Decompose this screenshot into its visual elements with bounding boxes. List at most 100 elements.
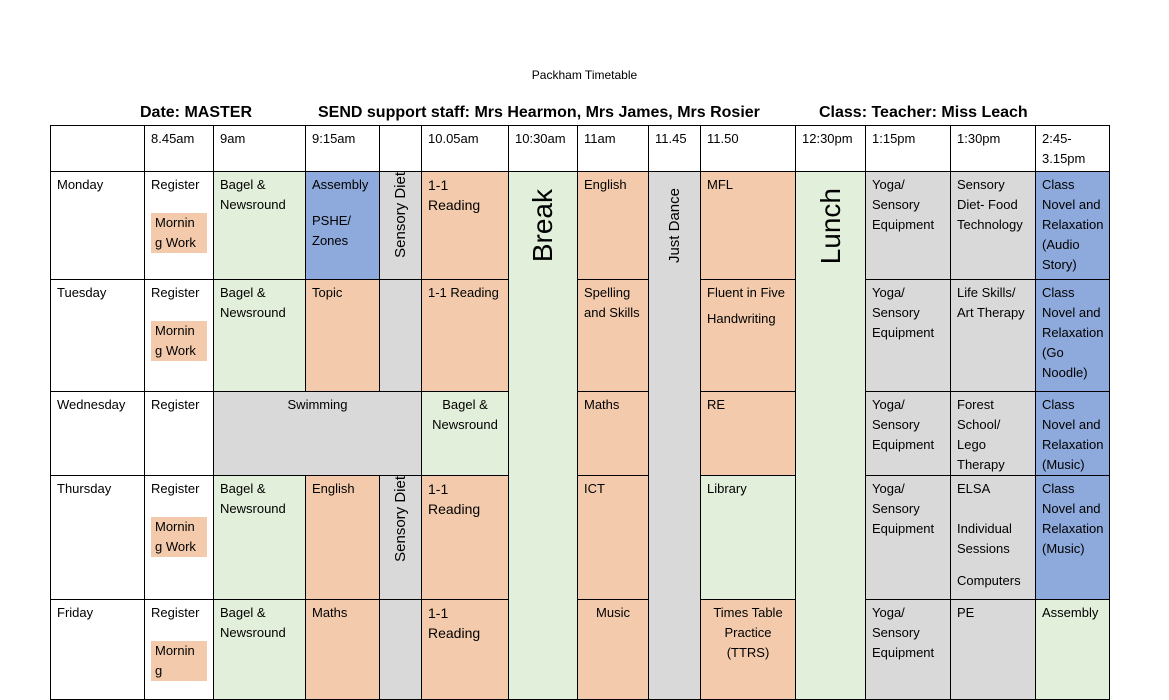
register-text: Register	[151, 285, 200, 300]
morning-work: Mornin g Work	[151, 517, 207, 557]
lesson-cell: 1-1 Reading	[421, 475, 509, 600]
lesson-cell: Sensory Diet- Food Technology	[950, 171, 1036, 280]
page-title: Packham Timetable	[531, 68, 638, 82]
just-dance-label: Just Dance	[665, 188, 683, 264]
sensory-diet-continuation	[379, 279, 422, 392]
time-header-row: 8.45am 9am 9:15am 10.05am 10:30am 11am 1…	[50, 125, 1111, 172]
lesson-cell: MFL	[700, 171, 796, 280]
time-header: 9am	[213, 125, 306, 172]
lesson-cell: Topic	[305, 279, 380, 392]
lesson-cell: 1-1 Reading	[421, 279, 509, 392]
morning-work: Mornin g	[151, 641, 207, 681]
day-label: Wednesday	[50, 391, 145, 476]
lesson-cell: Library	[700, 475, 796, 600]
time-header: 2:45-3.15pm	[1034, 125, 1111, 172]
lesson-cell: RE	[700, 391, 796, 476]
day-label: Friday	[50, 599, 145, 700]
sensory-diet-label: Sensory Diet	[391, 172, 409, 258]
lesson-cell: Fluent in Five Handwriting	[700, 279, 796, 392]
lesson-cell: Class Novel and Relaxation (Music)	[1034, 475, 1111, 600]
register-cell: Register	[144, 391, 214, 476]
lunch-label: Lunch	[814, 187, 846, 265]
lesson-cell: Class Novel and Relaxation (Music)	[1034, 391, 1111, 476]
lesson-cell: 1-1 Reading	[421, 599, 509, 700]
lesson-cell: Bagel & Newsround	[421, 391, 509, 476]
register-text: Register	[151, 177, 200, 192]
lesson-cell: English	[305, 475, 380, 600]
staff-label: SEND support staff: Mrs Hearmon, Mrs Jam…	[318, 104, 760, 121]
time-header: 9:15am	[305, 125, 380, 172]
lesson-cell: Forest School/ Lego Therapy	[950, 391, 1036, 476]
lesson-line: Computers	[957, 573, 1021, 588]
time-header: 1:15pm	[865, 125, 951, 172]
lesson-cell: Yoga/ Sensory Equipment	[865, 391, 951, 476]
time-header: 10:30am	[508, 125, 578, 172]
timetable: 8.45am 9am 9:15am 10.05am 10:30am 11am 1…	[50, 125, 1111, 700]
day-label: Thursday	[50, 475, 145, 600]
morning-work: Mornin g Work	[151, 213, 207, 253]
lesson-cell: PE	[950, 599, 1036, 700]
register-text: Register	[151, 397, 200, 412]
lesson-cell: 1-1 Reading	[421, 171, 509, 280]
row-tuesday: Tuesday Register Mornin g Work Bagel & N…	[50, 279, 1111, 392]
swimming-cell: Swimming	[213, 391, 422, 476]
register-cell: Register Mornin g Work	[144, 475, 214, 600]
time-header: 11am	[577, 125, 649, 172]
morning-work: Mornin g Work	[151, 321, 207, 361]
day-label: Monday	[50, 171, 145, 280]
lesson-line: ELSA	[957, 481, 991, 496]
date-label: Date: MASTER	[140, 104, 253, 121]
time-header: 12:30pm	[795, 125, 866, 172]
corner-cell	[50, 125, 145, 172]
lesson-cell: Times Table Practice (TTRS)	[700, 599, 796, 700]
row-monday: Monday Register Mornin g Work Bagel & Ne…	[50, 171, 1111, 700]
break-cell: Break	[508, 171, 578, 700]
register-cell: Register Mornin g Work	[144, 279, 214, 392]
lesson-cell: Class Novel and Relaxation (Go Noodle)	[1034, 279, 1111, 392]
time-header-empty	[379, 125, 422, 172]
row-wednesday: Wednesday Register Swimming Bagel & News…	[50, 391, 1111, 476]
lesson-cell: Bagel & Newsround	[213, 475, 306, 600]
lesson-cell: Yoga/ Sensory Equipment	[865, 171, 951, 280]
lesson-cell: Assembly	[1034, 599, 1111, 700]
lesson-cell: Spelling and Skills	[577, 279, 649, 392]
lesson-line: Assembly	[312, 177, 369, 192]
lesson-cell: English	[577, 171, 649, 280]
lesson-cell: Maths	[577, 391, 649, 476]
register-cell: Register Mornin g Work	[144, 171, 214, 280]
sensory-diet-cell: Sensory Diet	[379, 171, 422, 280]
lesson-cell: ICT	[577, 475, 649, 600]
register-text: Register	[151, 605, 200, 620]
lesson-cell: Yoga/ Sensory Equipment	[865, 475, 951, 600]
lesson-cell: Yoga/ Sensory Equipment	[865, 279, 951, 392]
lesson-line: Fluent in Five	[707, 285, 786, 300]
class-label: Class: Teacher: Miss Leach	[819, 104, 1028, 121]
just-dance-cell: Just Dance	[648, 171, 701, 700]
lesson-cell: Life Skills/ Art Therapy	[950, 279, 1036, 392]
lesson-line: Individual Sessions	[957, 521, 1012, 556]
time-header: 8.45am	[144, 125, 214, 172]
lunch-cell: Lunch	[795, 171, 866, 700]
lesson-cell: Bagel & Newsround	[213, 171, 306, 280]
sensory-diet-cell: Sensory Diet	[379, 475, 422, 600]
lesson-cell: Class Novel and Relaxation (Audio Story)	[1034, 171, 1111, 280]
row-friday: Friday Register Mornin g Bagel & Newsrou…	[50, 599, 1111, 700]
lesson-cell: Bagel & Newsround	[213, 279, 306, 392]
sensory-diet-continuation	[379, 599, 422, 700]
lesson-cell: Assembly PSHE/ Zones	[305, 171, 380, 280]
lesson-cell: Bagel & Newsround	[213, 599, 306, 700]
register-text: Register	[151, 481, 200, 496]
lesson-cell: Music	[577, 599, 649, 700]
lesson-line: Handwriting	[707, 311, 776, 326]
time-header: 11.45	[648, 125, 701, 172]
lesson-line: PSHE/ Zones	[312, 213, 352, 248]
time-header: 11.50	[700, 125, 796, 172]
day-label: Tuesday	[50, 279, 145, 392]
time-header: 1:30pm	[950, 125, 1036, 172]
sensory-diet-label: Sensory Diet	[391, 476, 409, 562]
row-thursday: Thursday Register Mornin g Work Bagel & …	[50, 475, 1111, 600]
lesson-cell: Maths	[305, 599, 380, 700]
lesson-cell: Yoga/ Sensory Equipment	[865, 599, 951, 700]
time-header: 10.05am	[421, 125, 509, 172]
register-cell: Register Mornin g	[144, 599, 214, 700]
